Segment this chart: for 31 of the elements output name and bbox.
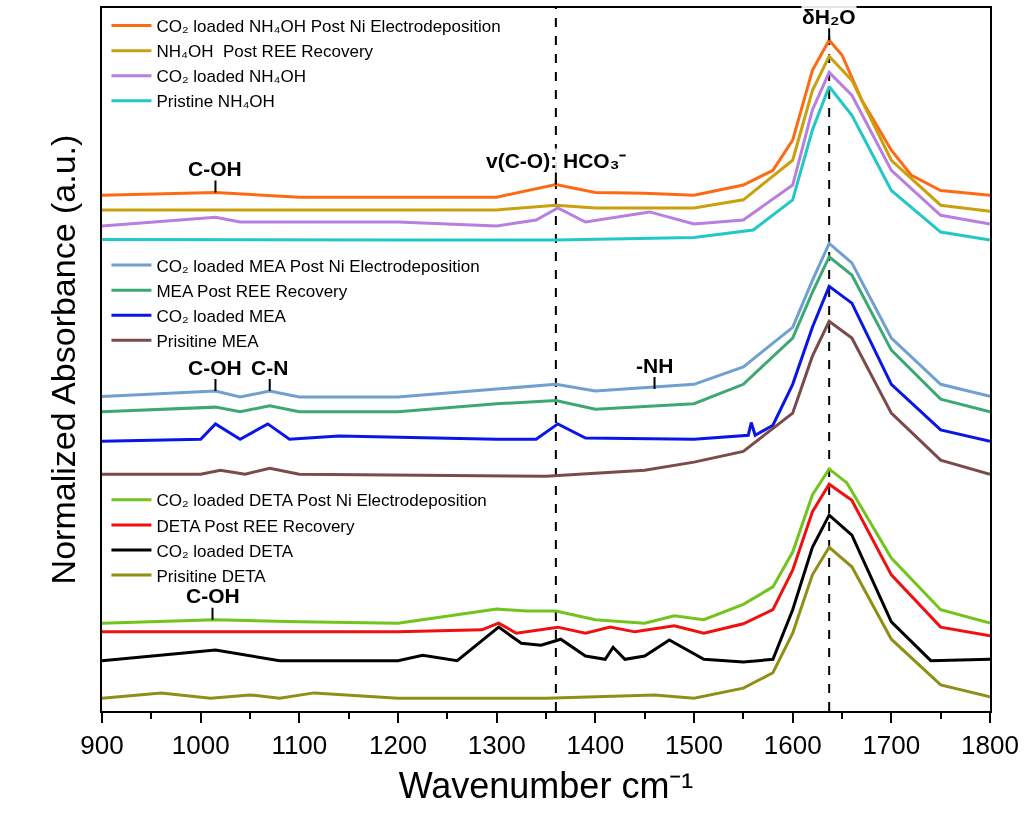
x-tick-label: 1700: [862, 730, 921, 761]
legend-label: CO₂ loaded MEA: [156, 306, 287, 326]
annotation: C-OH: [188, 157, 242, 180]
y-axis-title: Normalized Absorbance (a.u.): [44, 134, 83, 585]
legend-label: CO₂ loaded NH₄OH Post Ni Electrodeposition: [156, 17, 501, 37]
x-tick-label: 1000: [171, 730, 230, 761]
annotation: C-OH: [186, 584, 240, 607]
x-tick-label: 1800: [961, 730, 1019, 761]
legend-label: CO₂ loaded MEA Post Ni Electrodeposition: [156, 256, 480, 276]
x-tick-label: 900: [80, 730, 124, 761]
x-axis-title: Wavenumber cm⁻¹: [398, 765, 694, 807]
annotation: δH₂O: [802, 5, 856, 28]
legend-label: CO₂ loaded NH₄OH: [156, 67, 307, 87]
annotation: C-OH: [188, 356, 242, 379]
annotation: v(C-O): HCO₃⁻: [486, 149, 627, 172]
legend-label: Pristine NH₄OH: [156, 92, 275, 112]
legend-label: DETA Post REE Recovery: [156, 516, 356, 536]
x-tick-label: 1600: [763, 730, 822, 761]
x-tick-label: 1400: [566, 730, 625, 761]
legend-label: NH₄OH Post REE Recovery: [156, 42, 374, 62]
annotation: -NH: [636, 354, 674, 377]
legend-label: MEA Post REE Recovery: [156, 281, 348, 301]
legend-label: Prisitine MEA: [156, 331, 260, 351]
x-tick-label: 1500: [665, 730, 723, 761]
legend-label: CO₂ loaded DETA Post Ni Electrodeposition: [156, 491, 487, 511]
legend-label: CO₂ loaded DETA: [156, 541, 294, 561]
annotation: C-N: [251, 356, 289, 379]
x-tick-label: 1300: [467, 730, 526, 761]
legend-label: Prisitine DETA: [156, 566, 267, 586]
x-tick-label: 1200: [369, 730, 427, 761]
x-tick-label: 1100: [271, 730, 328, 761]
